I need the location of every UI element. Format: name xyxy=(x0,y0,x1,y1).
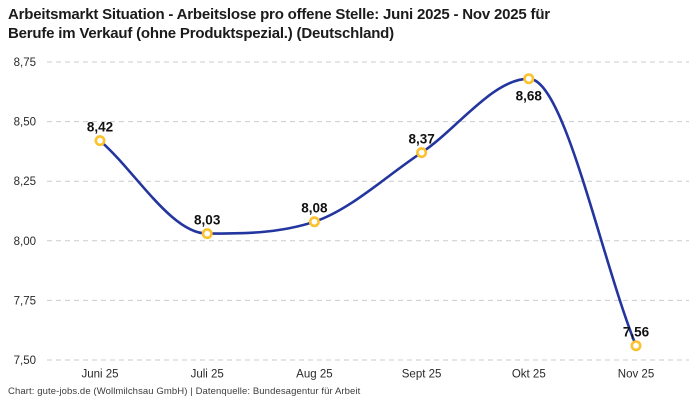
y-axis-tick-label: 7,50 xyxy=(14,355,36,367)
chart-title: Arbeitsmarkt Situation - Arbeitslose pro… xyxy=(8,5,550,43)
chart-credit: Chart: gute-jobs.de (Wollmilchsau GmbH) … xyxy=(8,386,361,397)
x-axis-tick-label: Aug 25 xyxy=(296,369,332,381)
y-axis-tick-label: 8,50 xyxy=(14,117,36,129)
x-axis-tick-label: Juli 25 xyxy=(191,369,224,381)
x-axis-tick-label: Nov 25 xyxy=(618,369,654,381)
x-axis-tick-label: Juni 25 xyxy=(81,369,118,381)
y-axis-tick-label: 8,75 xyxy=(14,57,36,69)
data-point-marker xyxy=(630,340,642,352)
data-point-label: 8,42 xyxy=(87,120,113,135)
data-point-marker xyxy=(94,135,106,147)
y-axis-tick-label: 8,25 xyxy=(14,176,36,188)
series-line xyxy=(98,77,638,347)
data-point-marker xyxy=(523,73,535,85)
chart-title-line-1: Arbeitsmarkt Situation - Arbeitslose pro… xyxy=(8,6,550,23)
y-axis-tick-label: 7,75 xyxy=(14,295,36,307)
data-point-marker xyxy=(201,228,213,240)
data-point-marker xyxy=(308,216,320,228)
data-point-label: 8,08 xyxy=(301,201,328,216)
chart-title-line-2: Berufe im Verkauf (ohne Produktspezial.)… xyxy=(8,25,394,42)
data-point-label: 8,37 xyxy=(408,132,434,147)
data-point-label: 8,68 xyxy=(516,89,543,104)
x-axis-tick-label: Okt 25 xyxy=(512,369,546,381)
data-point-label: 8,03 xyxy=(194,213,221,228)
y-axis-tick-label: 8,00 xyxy=(14,236,36,248)
data-point-label: 7,56 xyxy=(623,325,650,340)
x-axis-tick-label: Sept 25 xyxy=(402,369,442,381)
data-point-marker xyxy=(416,147,428,159)
